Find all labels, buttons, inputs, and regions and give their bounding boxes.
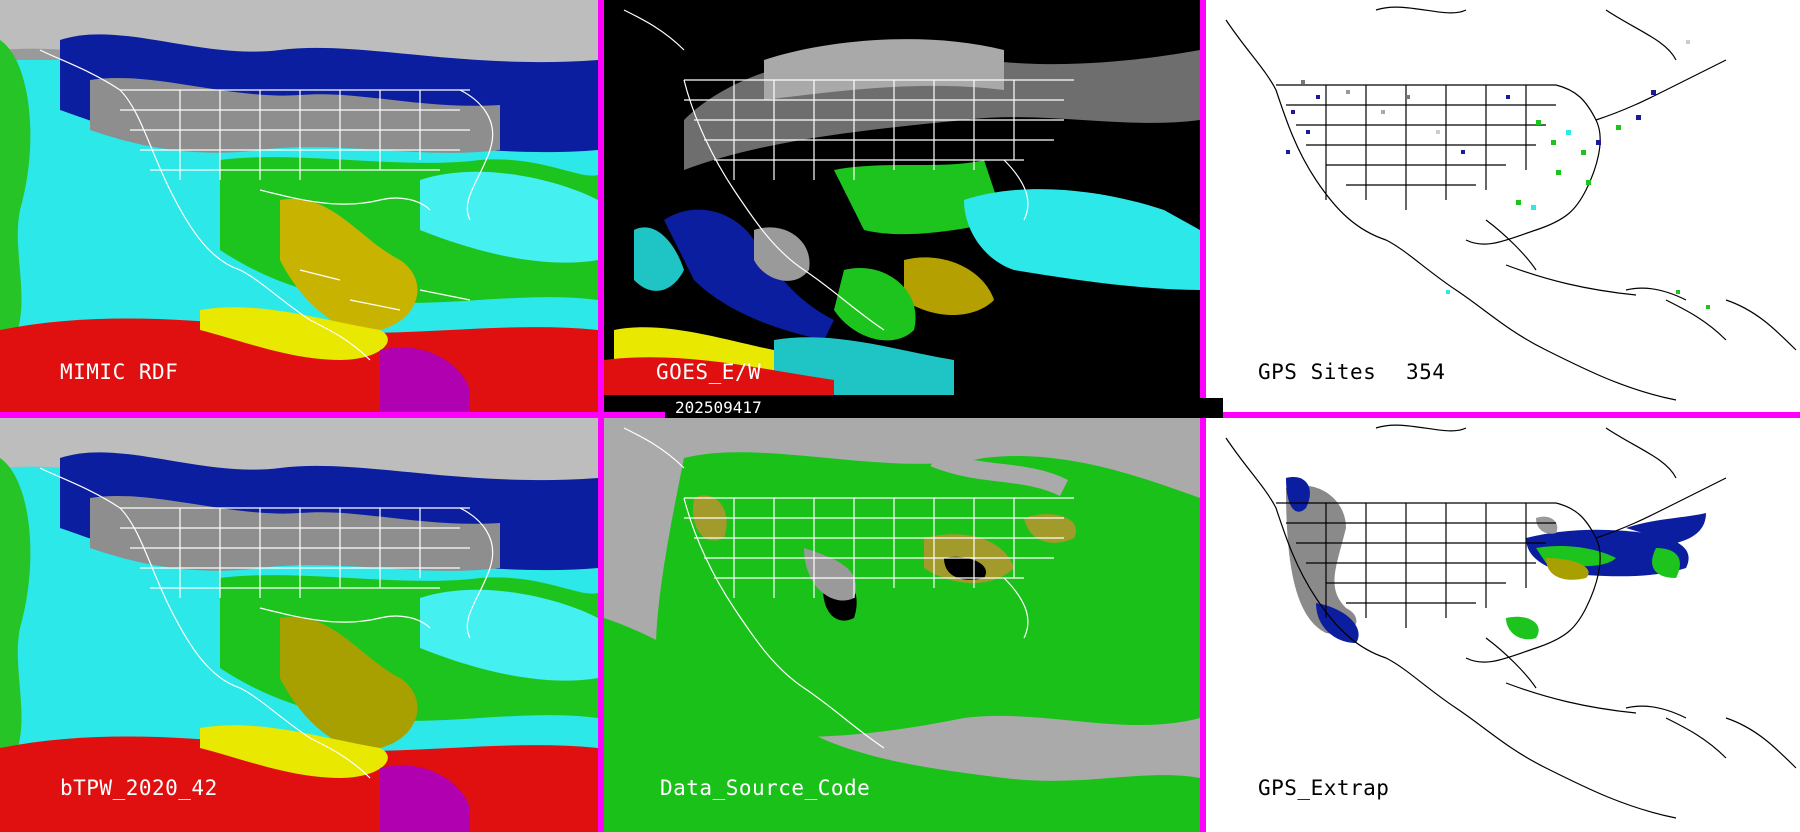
panel-btpw: bTPW_2020_42: [0, 418, 598, 832]
panel-gps-sites: GPS Sites 354: [1206, 0, 1800, 412]
timestamp-bar: 202509417: [665, 398, 1223, 418]
panel-goes: GOES_E/W: [604, 0, 1200, 412]
panel-label: bTPW_2020_42: [60, 776, 218, 800]
data-source-map: [604, 418, 1200, 832]
gps-extrap-map: [1206, 418, 1800, 832]
panel-mimic-rdf: MIMIC RDF: [0, 0, 598, 412]
btpw-map: [0, 418, 598, 832]
panel-label: MIMIC RDF: [60, 360, 179, 384]
panel-label: GPS_Extrap: [1258, 776, 1390, 800]
panel-label: Data_Source_Code: [660, 776, 871, 800]
gps-site-markers: [1286, 40, 1710, 309]
mimic-rdf-map: [0, 0, 598, 412]
panel-label: GOES_E/W: [656, 360, 762, 384]
panel-data-source-code: Data_Source_Code: [604, 418, 1200, 832]
goes-map: [604, 0, 1200, 412]
gps-sites-map: [1206, 0, 1800, 412]
panel-label: GPS Sites: [1258, 360, 1377, 384]
panel-gps-extrap: GPS_Extrap: [1206, 418, 1800, 832]
gps-site-count: 354: [1406, 360, 1446, 384]
